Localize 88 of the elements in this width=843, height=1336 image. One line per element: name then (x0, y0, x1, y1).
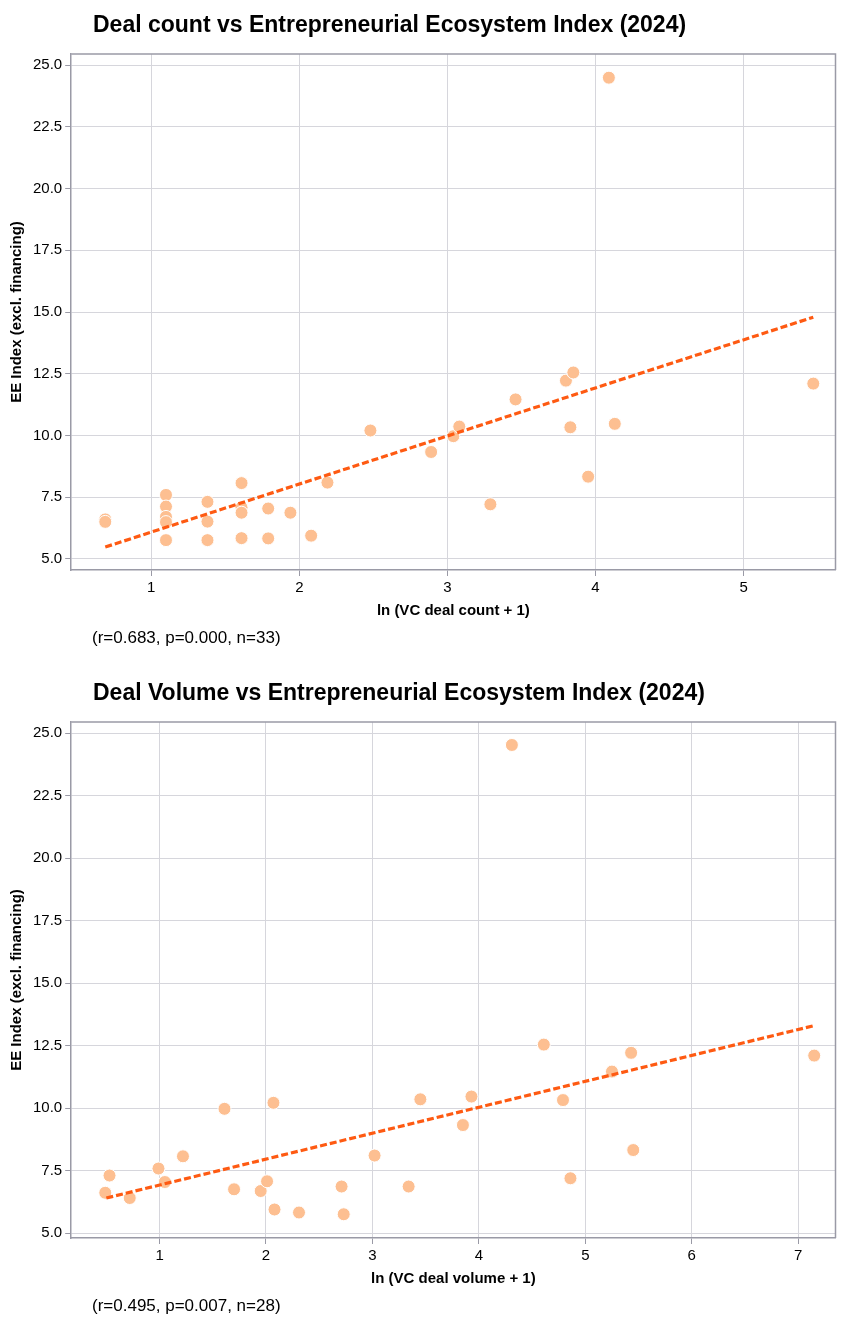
point (336, 1207, 351, 1222)
text: (r=0.495, p=0.007, n=28) (92, 1296, 282, 1317)
y-tick-label: 12.5 (32, 1035, 63, 1053)
x-tick-label: 5 (739, 578, 748, 596)
x-tick-label: 2 (261, 1246, 271, 1264)
y-tick-label: 20.0 (32, 178, 63, 196)
point (367, 1148, 382, 1163)
x-tick-label: 1 (147, 578, 156, 596)
point (304, 528, 319, 543)
x-tick-label: 4 (591, 578, 600, 596)
point (624, 1045, 639, 1060)
point (227, 1182, 242, 1197)
x-tick-label: 7 (794, 1246, 803, 1264)
x-tick-label: 3 (368, 1246, 377, 1264)
point (200, 533, 215, 548)
point (483, 497, 498, 512)
point (581, 469, 596, 484)
point (260, 1174, 275, 1189)
point (363, 423, 378, 438)
y-tick-label: 22.5 (32, 785, 63, 803)
point (401, 1179, 416, 1194)
y-tick-label: 5.0 (41, 549, 63, 567)
chart-title: Deal count vs Entrepreneurial Ecosystem Index (2024) (92, 10, 688, 39)
point (563, 420, 578, 435)
point (151, 1161, 166, 1176)
point (234, 531, 249, 546)
point (508, 392, 523, 407)
point (234, 505, 249, 520)
chart-title: Deal Volume vs Entrepreneurial Ecosystem Index (2024) (92, 678, 706, 707)
x-tick-label: 5 (581, 1246, 590, 1264)
y-tick-label: 25.0 (32, 55, 63, 73)
point (200, 514, 215, 529)
point (217, 1101, 232, 1116)
y-tick-label: 5.0 (41, 1223, 63, 1241)
y-tick-label: 17.5 (32, 910, 63, 928)
text: (r=0.683, p=0.000, n=33) (92, 628, 282, 649)
x-tick-label: 3 (443, 578, 452, 596)
point (807, 1048, 822, 1063)
point (424, 444, 439, 459)
y-tick-label: 20.0 (32, 848, 63, 866)
x-axis-title: ln (VC deal volume + 1) (371, 1269, 536, 1287)
point (253, 1184, 268, 1199)
point (266, 1095, 281, 1110)
point (158, 533, 173, 548)
y-tick-label: 15.0 (32, 302, 63, 320)
x-tick-label: 4 (474, 1246, 484, 1264)
point (555, 1093, 570, 1108)
y-tick-label: 7.5 (41, 1160, 63, 1178)
point (558, 373, 573, 388)
point (261, 531, 276, 546)
point (536, 1037, 551, 1052)
x-tick-label: 2 (295, 578, 304, 596)
point (200, 494, 215, 509)
y-axis-title: EE Index (excl. financing) (7, 889, 25, 1071)
point (607, 416, 622, 431)
y-tick-label: 10.0 (32, 425, 63, 443)
point (158, 487, 173, 502)
point (504, 737, 519, 752)
y-tick-label: 25.0 (32, 723, 63, 741)
point (283, 505, 298, 520)
point (267, 1202, 282, 1217)
point (234, 476, 249, 491)
y-tick-label: 17.5 (32, 240, 63, 258)
point (102, 1168, 117, 1183)
y-tick-label: 12.5 (32, 363, 63, 381)
point (320, 475, 335, 490)
point (175, 1149, 190, 1164)
point (806, 376, 821, 391)
point (413, 1092, 428, 1107)
point (563, 1171, 578, 1186)
x-tick-label: 1 (155, 1246, 164, 1264)
point (98, 1185, 113, 1200)
point (261, 501, 276, 516)
point (334, 1179, 349, 1194)
point (464, 1089, 479, 1104)
y-tick-label: 15.0 (32, 973, 63, 991)
y-tick-label: 7.5 (41, 487, 63, 505)
y-axis-title: EE Index (excl. financing) (7, 221, 25, 403)
x-tick-label: 6 (687, 1246, 696, 1264)
point (601, 70, 616, 85)
y-tick-label: 22.5 (32, 116, 63, 134)
point (566, 365, 581, 380)
x-axis-title: ln (VC deal count + 1) (376, 601, 530, 619)
point (122, 1191, 137, 1206)
y-tick-label: 10.0 (32, 1098, 63, 1116)
point (626, 1143, 641, 1158)
point (292, 1205, 306, 1220)
point (455, 1118, 470, 1133)
